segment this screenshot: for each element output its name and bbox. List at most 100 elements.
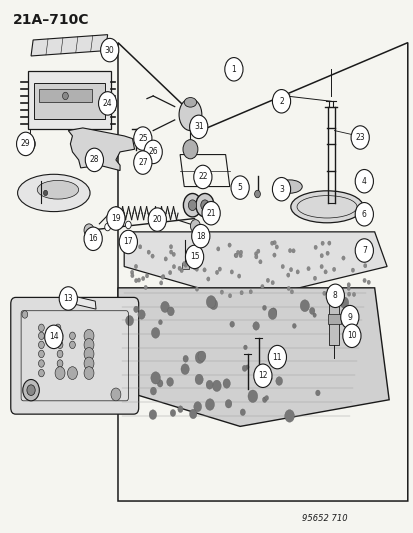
Circle shape xyxy=(195,351,204,364)
Circle shape xyxy=(149,410,156,419)
Circle shape xyxy=(157,379,163,387)
Circle shape xyxy=(313,276,316,280)
Polygon shape xyxy=(124,232,386,301)
Circle shape xyxy=(268,345,286,369)
Circle shape xyxy=(354,169,373,193)
Circle shape xyxy=(161,274,164,279)
Circle shape xyxy=(271,280,274,285)
Ellipse shape xyxy=(277,180,301,193)
Circle shape xyxy=(150,372,160,384)
Text: 20: 20 xyxy=(152,215,162,224)
Circle shape xyxy=(315,390,319,396)
Circle shape xyxy=(17,132,35,156)
Circle shape xyxy=(168,270,171,274)
Circle shape xyxy=(323,270,326,274)
Circle shape xyxy=(57,360,63,367)
Circle shape xyxy=(341,256,344,260)
Circle shape xyxy=(67,367,77,379)
Circle shape xyxy=(160,301,169,312)
Circle shape xyxy=(148,208,166,231)
Bar xyxy=(34,83,104,119)
FancyBboxPatch shape xyxy=(11,297,138,414)
Circle shape xyxy=(320,241,323,245)
Circle shape xyxy=(325,251,328,255)
Circle shape xyxy=(362,278,366,282)
Circle shape xyxy=(119,230,137,254)
Circle shape xyxy=(286,286,290,290)
Text: 23: 23 xyxy=(354,133,364,142)
Circle shape xyxy=(212,380,221,392)
Circle shape xyxy=(183,356,188,362)
Circle shape xyxy=(193,165,211,189)
Circle shape xyxy=(218,267,221,271)
Circle shape xyxy=(22,311,28,318)
Circle shape xyxy=(289,268,292,272)
Circle shape xyxy=(144,140,162,164)
Ellipse shape xyxy=(178,99,202,131)
Circle shape xyxy=(38,324,44,332)
Circle shape xyxy=(183,140,197,159)
Circle shape xyxy=(131,247,134,252)
Circle shape xyxy=(363,263,366,268)
Circle shape xyxy=(354,239,373,262)
Circle shape xyxy=(38,341,44,349)
Circle shape xyxy=(223,379,230,388)
Text: 13: 13 xyxy=(63,294,73,303)
Circle shape xyxy=(180,269,183,273)
Text: 7: 7 xyxy=(361,246,366,255)
Circle shape xyxy=(230,176,249,199)
Text: 30: 30 xyxy=(104,46,114,54)
Circle shape xyxy=(125,316,133,326)
Circle shape xyxy=(183,193,201,217)
Circle shape xyxy=(195,287,198,291)
Circle shape xyxy=(84,357,94,370)
Circle shape xyxy=(228,294,231,298)
Circle shape xyxy=(164,257,167,261)
Circle shape xyxy=(290,290,293,294)
Circle shape xyxy=(130,270,133,274)
Circle shape xyxy=(138,310,145,319)
Circle shape xyxy=(137,158,144,167)
Circle shape xyxy=(366,280,370,285)
Circle shape xyxy=(272,90,290,113)
Circle shape xyxy=(150,387,156,395)
Circle shape xyxy=(225,400,231,408)
Circle shape xyxy=(351,292,355,296)
Text: 21: 21 xyxy=(206,209,215,217)
Text: 4: 4 xyxy=(361,177,366,185)
Circle shape xyxy=(262,397,266,402)
Text: 25: 25 xyxy=(138,134,147,143)
Circle shape xyxy=(224,58,242,81)
Circle shape xyxy=(215,270,218,274)
Circle shape xyxy=(84,224,94,237)
Circle shape xyxy=(167,307,174,316)
Circle shape xyxy=(327,241,330,245)
Circle shape xyxy=(145,274,148,278)
Circle shape xyxy=(24,137,35,151)
Circle shape xyxy=(159,281,162,285)
Circle shape xyxy=(195,374,203,385)
Circle shape xyxy=(331,284,334,288)
Polygon shape xyxy=(118,288,388,426)
Circle shape xyxy=(100,38,119,62)
Circle shape xyxy=(254,255,257,259)
Circle shape xyxy=(145,146,153,156)
Circle shape xyxy=(206,277,209,281)
Circle shape xyxy=(258,260,261,264)
Circle shape xyxy=(350,323,354,329)
Circle shape xyxy=(357,255,361,260)
Circle shape xyxy=(346,282,349,287)
Text: 21A–710C: 21A–710C xyxy=(12,13,89,27)
Circle shape xyxy=(216,247,219,251)
Circle shape xyxy=(98,92,116,115)
Circle shape xyxy=(354,203,373,226)
Circle shape xyxy=(190,220,200,232)
Text: 31: 31 xyxy=(193,123,203,131)
Circle shape xyxy=(262,305,266,310)
Circle shape xyxy=(275,377,282,385)
Circle shape xyxy=(84,329,94,342)
Circle shape xyxy=(69,341,75,349)
Circle shape xyxy=(43,190,47,196)
Circle shape xyxy=(193,402,201,411)
Bar xyxy=(328,298,339,325)
